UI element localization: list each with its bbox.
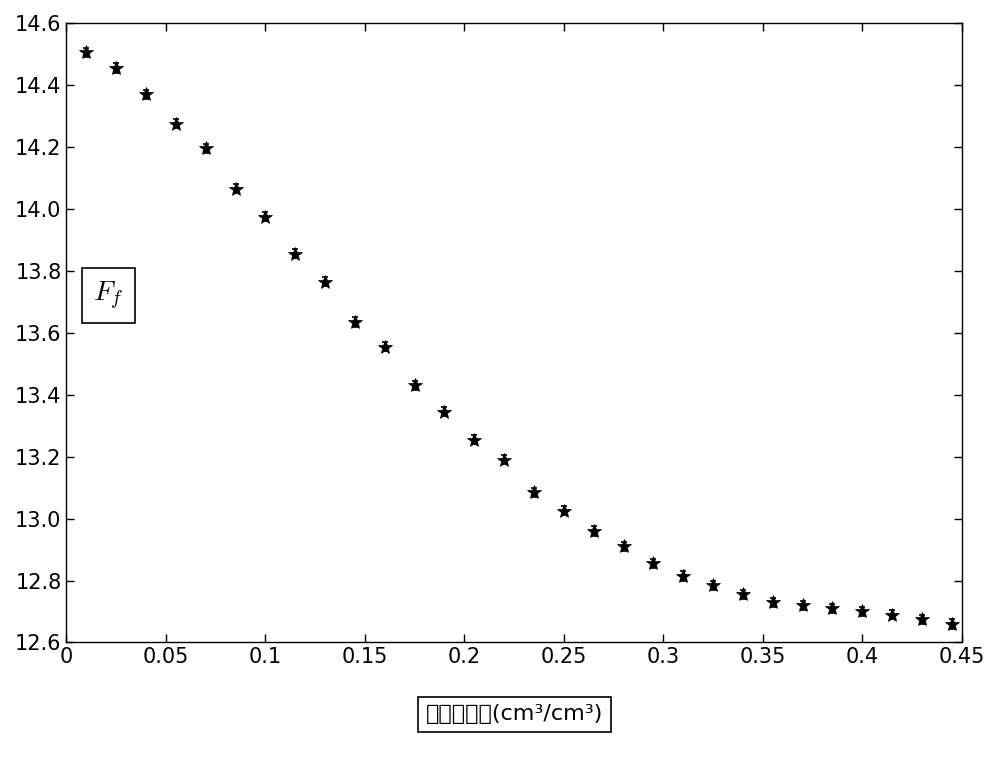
Text: 土壤含水量(cm³/cm³): 土壤含水量(cm³/cm³)	[425, 705, 603, 724]
Text: $F_f$: $F_f$	[93, 279, 124, 312]
